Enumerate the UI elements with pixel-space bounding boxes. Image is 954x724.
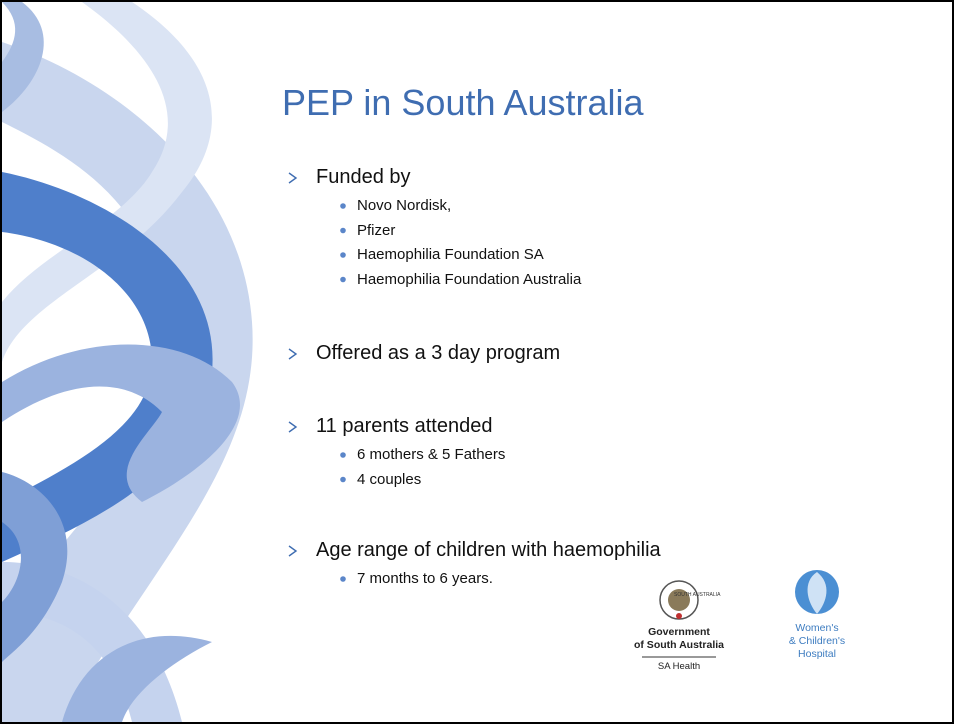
- seal-text: SOUTH AUSTRALIA: [674, 592, 686, 598]
- sub-dot: [340, 576, 346, 582]
- hospital-logo: [795, 570, 839, 614]
- chevron: [289, 349, 296, 359]
- sub-bullet-text: Haemophilia Foundation SA: [357, 246, 544, 263]
- bullet-text: Funded by: [316, 166, 411, 189]
- hospital-line: & Children's: [772, 635, 862, 647]
- ribbons: [2, 2, 253, 722]
- sub-bullet-text: Haemophilia Foundation Australia: [357, 271, 581, 288]
- seal-dot: [676, 613, 682, 619]
- sub-bullet-text: Novo Nordisk,: [357, 197, 451, 214]
- sub-dot: [340, 228, 346, 234]
- sub-dot: [340, 452, 346, 458]
- sub-dot: [340, 203, 346, 209]
- gov-line: of South Australia: [619, 639, 739, 651]
- hospital-line: Hospital: [772, 648, 862, 660]
- chevron: [289, 422, 296, 432]
- sub-dot: [340, 252, 346, 258]
- chevron: [289, 173, 296, 183]
- sub-bullet-text: 7 months to 6 years.: [357, 570, 493, 587]
- bullet-text: Age range of children with haemophilia: [316, 539, 661, 562]
- sub-bullet-text: Pfizer: [357, 222, 395, 239]
- sub-dot: [340, 277, 346, 283]
- slide-title: PEP in South Australia: [282, 82, 644, 124]
- gov-department: SA Health: [619, 661, 739, 672]
- sub-dot: [340, 477, 346, 483]
- gov-line: Government: [619, 626, 739, 638]
- hospital-line: Women's: [772, 622, 862, 634]
- chevron: [289, 546, 296, 556]
- sub-bullet-text: 6 mothers & 5 Fathers: [357, 446, 505, 463]
- page: {"slide": {"title": "PEP in South Austra…: [0, 0, 954, 724]
- bullet-text: Offered as a 3 day program: [316, 342, 560, 365]
- slide: PEP in South Australia Funded by Novo Nor…: [0, 0, 954, 724]
- sub-bullet-text: 4 couples: [357, 471, 421, 488]
- bullet-markers: [289, 173, 346, 582]
- bullet-text: 11 parents attended: [316, 415, 492, 438]
